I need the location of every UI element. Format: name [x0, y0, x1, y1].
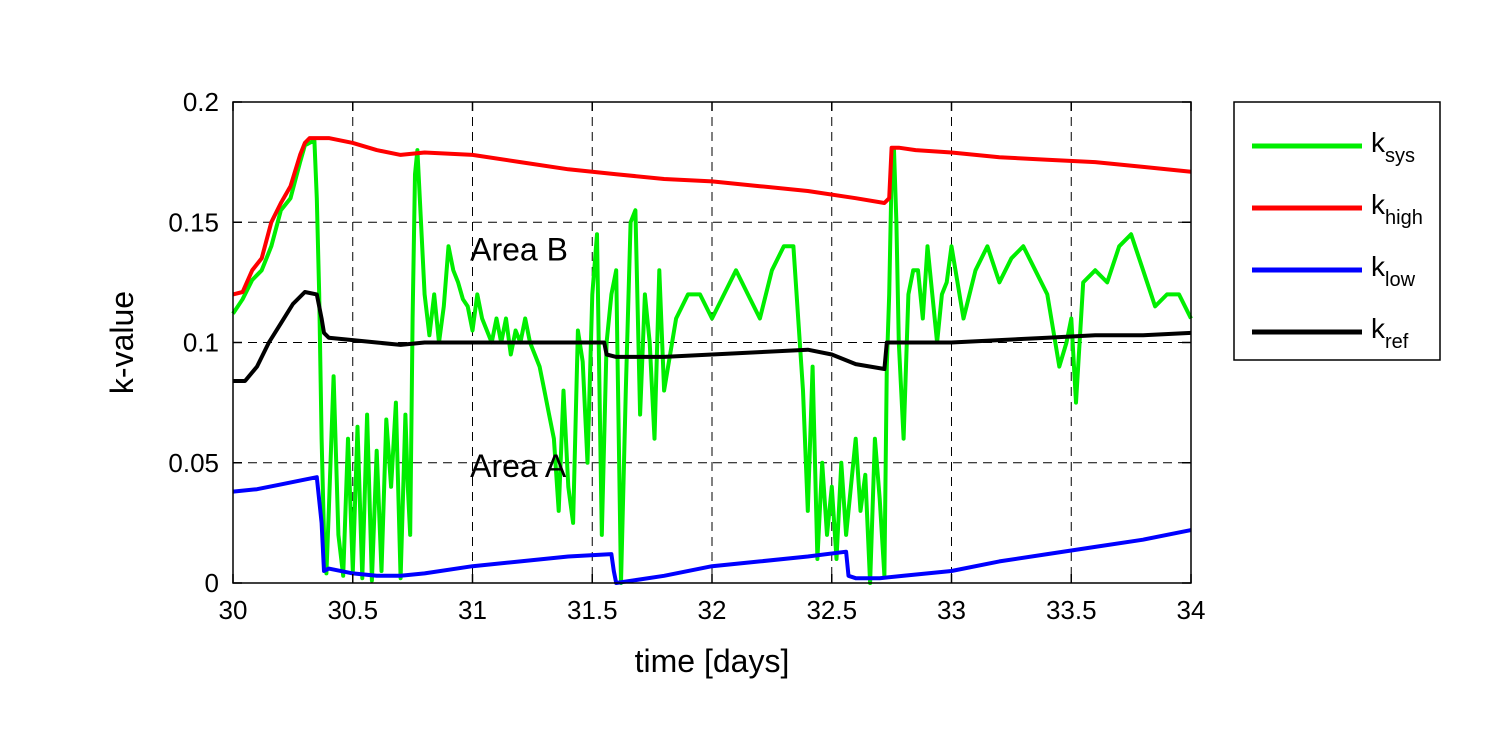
legend-entry-low: klow [1371, 251, 1416, 291]
x-tick-label: 31 [458, 595, 487, 625]
legend-entry-ref: kref [1371, 313, 1409, 353]
x-tick-label: 32 [698, 595, 727, 625]
x-tick-label: 33.5 [1046, 595, 1097, 625]
series-line-high [232, 136, 1192, 297]
x-tick-label: 30 [219, 595, 248, 625]
annotation-label: Area A [470, 448, 567, 484]
series-line-sys [231, 138, 1193, 585]
y-tick-label: 0.1 [183, 328, 219, 358]
x-tick-label: 30.5 [327, 595, 378, 625]
series-line-low [232, 475, 1192, 585]
series-lines [231, 136, 1193, 585]
x-tick-label: 31.5 [567, 595, 618, 625]
x-tick-label: 32.5 [806, 595, 857, 625]
y-axis-ticks: 0 0.05 0.1 0.15 0.2 [168, 87, 1191, 598]
y-tick-label: 0.05 [168, 448, 219, 478]
y-tick-label: 0.15 [168, 207, 219, 237]
y-tick-label: 0.2 [183, 87, 219, 117]
legend-entry-high: khigh [1371, 189, 1423, 229]
x-axis-ticks: 30 30.5 31 31.5 32 32.5 33 33.5 34 [219, 102, 1206, 625]
legend: ksys khigh klow kref [1233, 101, 1441, 361]
legend-box [1233, 101, 1441, 361]
x-tick-label: 34 [1177, 595, 1206, 625]
y-axis-label: k-value [104, 291, 140, 394]
legend-entry-sys: ksys [1371, 127, 1415, 167]
annotation-label: Area B [470, 232, 568, 268]
series-line-ref [233, 290, 1192, 383]
x-tick-label: 33 [937, 595, 966, 625]
y-tick-label: 0 [205, 568, 219, 598]
x-axis-label: time [days] [635, 643, 790, 679]
annotations: Area B Area A [470, 232, 568, 484]
